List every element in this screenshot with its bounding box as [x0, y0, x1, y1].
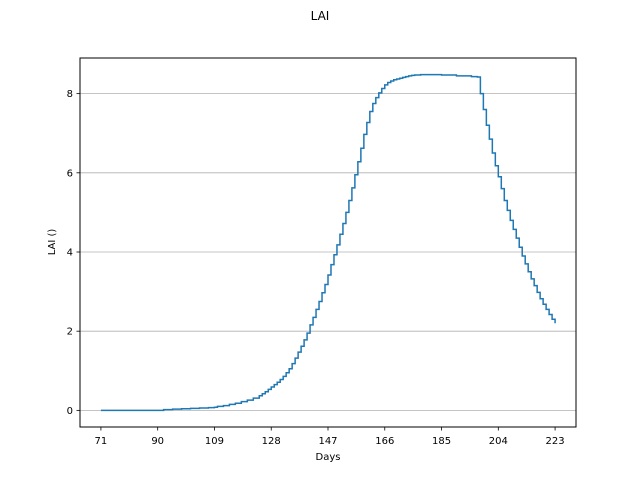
x-tick-label: 90 [151, 436, 164, 447]
x-tick-label: 128 [262, 436, 281, 447]
y-tick-label: 2 [67, 327, 73, 338]
series-layer [100, 73, 556, 412]
y-tick-label: 8 [67, 89, 73, 100]
x-tick-label: 109 [205, 436, 224, 447]
x-tick-label: 185 [432, 436, 451, 447]
y-tick-label: 6 [67, 168, 73, 179]
grid-lines [80, 93, 576, 411]
x-axis-ticks: 71 90 109 128 147 166 185 204 223 [95, 427, 565, 447]
y-axis-label: LAI () [47, 229, 58, 256]
y-tick-label: 4 [67, 248, 73, 259]
x-tick-label: 147 [318, 436, 337, 447]
x-tick-label: 166 [375, 436, 394, 447]
chart-title: LAI [311, 9, 330, 23]
x-tick-label: 204 [489, 436, 508, 447]
series-line [100, 73, 556, 412]
y-tick-label: 0 [67, 406, 73, 417]
x-tick-label: 223 [546, 436, 565, 447]
plot-frame [79, 57, 577, 428]
y-axis-ticks: 0 2 4 6 8 [67, 89, 80, 417]
x-tick-label: 71 [95, 436, 108, 447]
x-axis-label: Days [316, 452, 341, 463]
